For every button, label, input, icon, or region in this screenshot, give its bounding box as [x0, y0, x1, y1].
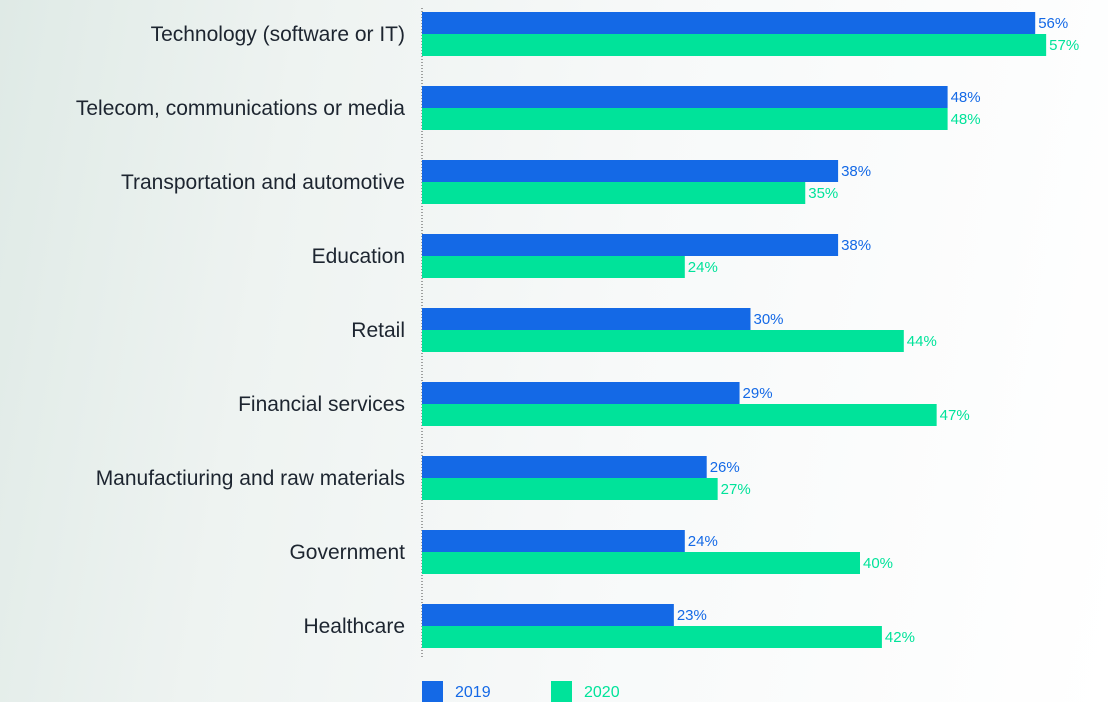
- legend-label-2020: 2020: [584, 684, 620, 701]
- bar-2019: [422, 308, 751, 330]
- bar-2020: [422, 34, 1047, 56]
- bar-2019: [422, 234, 839, 256]
- category-label: Healthcare: [303, 615, 405, 638]
- bar-2020: [422, 478, 718, 500]
- category-label: Retail: [351, 319, 405, 342]
- category-labels-group: Technology (software or IT) Telecom, comm…: [76, 23, 405, 638]
- bar-2020: [422, 404, 937, 426]
- bar-2020: [422, 626, 882, 648]
- value-label-2019: 29%: [743, 385, 773, 402]
- bar-2020: [422, 552, 860, 574]
- value-label-2020: 48%: [951, 111, 981, 128]
- bar-2020: [422, 330, 904, 352]
- legend: 2019 2020: [422, 681, 620, 702]
- bar-2019: [422, 604, 674, 626]
- value-label-2019: 48%: [951, 89, 981, 106]
- value-label-2019: 56%: [1038, 15, 1068, 32]
- category-label: Financial services: [238, 393, 405, 416]
- bar-2019: [422, 160, 839, 182]
- value-label-2020: 47%: [940, 407, 970, 424]
- bar-2019: [422, 12, 1036, 34]
- value-label-2019: 38%: [841, 237, 871, 254]
- value-label-2019: 23%: [677, 607, 707, 624]
- bars-group: [422, 12, 1047, 648]
- value-label-2019: 24%: [688, 533, 718, 550]
- category-label: Manufactiuring and raw materials: [96, 467, 405, 490]
- value-label-2020: 24%: [688, 259, 718, 276]
- value-label-2019: 26%: [710, 459, 740, 476]
- value-label-2020: 57%: [1049, 37, 1079, 54]
- value-label-2019: 30%: [754, 311, 784, 328]
- bar-2020: [422, 182, 806, 204]
- legend-swatch-2019: [422, 681, 443, 702]
- legend-label-2019: 2019: [455, 684, 491, 701]
- legend-swatch-2020: [551, 681, 572, 702]
- value-label-2020: 35%: [808, 185, 838, 202]
- value-label-2019: 38%: [841, 163, 871, 180]
- category-label: Transportation and automotive: [121, 171, 405, 194]
- value-label-2020: 27%: [721, 481, 751, 498]
- value-label-2020: 42%: [885, 629, 915, 646]
- category-label: Technology (software or IT): [151, 23, 405, 46]
- value-labels-group: 56%57%48%48%38%35%38%24%30%44%29%47%26%2…: [677, 15, 1079, 646]
- value-label-2020: 40%: [863, 555, 893, 572]
- bar-2019: [422, 530, 685, 552]
- value-label-2020: 44%: [907, 333, 937, 350]
- bar-2019: [422, 86, 948, 108]
- bar-2019: [422, 456, 707, 478]
- bar-2019: [422, 382, 740, 404]
- category-label: Government: [289, 541, 405, 564]
- bar-2020: [422, 108, 948, 130]
- category-label: Education: [312, 245, 405, 268]
- bar-2020: [422, 256, 685, 278]
- category-label: Telecom, communications or media: [76, 97, 405, 120]
